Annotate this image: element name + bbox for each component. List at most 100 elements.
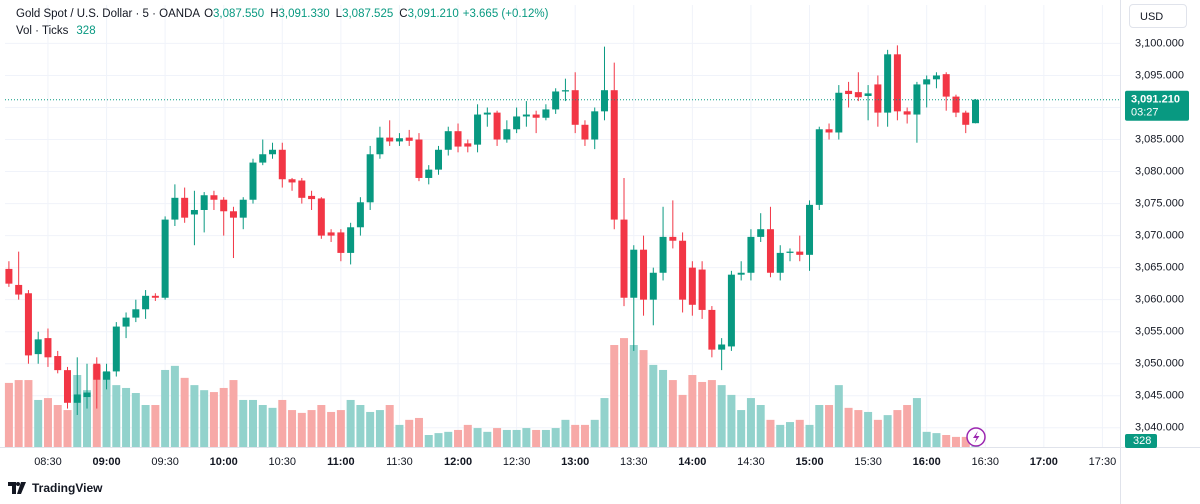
candle-body (688, 267, 696, 305)
candle-body (415, 139, 423, 178)
candle-body (259, 154, 267, 163)
volume-bar (248, 399, 257, 447)
candle-body (620, 219, 628, 298)
volume-bar (620, 338, 629, 447)
candle-body (425, 169, 433, 178)
volume-bar (844, 407, 853, 447)
candle-body (435, 149, 443, 170)
volume-bar (825, 405, 834, 447)
volume-bar (307, 410, 316, 447)
candle-body (190, 209, 198, 215)
volume-bar (239, 399, 248, 447)
volume-bar (424, 435, 433, 447)
candle-body (298, 180, 306, 198)
volume-bar (864, 411, 873, 447)
candle-body (34, 339, 42, 355)
ohlc-key: O (204, 8, 214, 20)
candle-body (747, 236, 755, 273)
volume-bar (112, 385, 121, 447)
volume-bar (610, 345, 619, 447)
candle-body (796, 251, 804, 255)
volume-bar (473, 428, 482, 447)
candle-body (269, 149, 277, 155)
volume-bar (356, 405, 365, 447)
volume-bar (151, 405, 160, 447)
candle-body (561, 90, 569, 92)
candle-body (15, 284, 23, 295)
candle-body (786, 251, 794, 253)
candle-body (83, 392, 91, 398)
volume-bar (600, 398, 609, 447)
candle-body (737, 272, 745, 275)
candle-body (591, 111, 599, 140)
x-tick-label: 11:00 (327, 456, 355, 468)
volume-bar (522, 428, 531, 447)
candle-body (5, 268, 13, 284)
x-tick-label: 12:00 (444, 456, 472, 468)
x-tick-label: 17:30 (1089, 456, 1117, 468)
volume-bar (942, 435, 951, 447)
volume-bar (258, 405, 267, 447)
candle-body (54, 356, 62, 371)
candle-body (93, 363, 101, 380)
volume-bar (580, 424, 589, 447)
volume-bar (893, 410, 902, 447)
volume-bar (493, 428, 502, 447)
volume-bar (815, 405, 824, 447)
volume-bar (854, 410, 863, 447)
volume-bar (395, 424, 404, 447)
candle-body (522, 114, 530, 117)
volume-bar (668, 380, 677, 447)
currency-button[interactable]: USD (1129, 4, 1187, 28)
volume-bar (268, 407, 277, 447)
candle-body (727, 274, 735, 347)
volume-bar (83, 390, 92, 447)
y-tick-label: 3,085.000 (1135, 133, 1184, 145)
candle-body (229, 211, 237, 218)
candle-body (493, 112, 501, 140)
volume-bar (336, 410, 345, 447)
candle-body (474, 114, 482, 145)
volume-title: Vol · Ticks (16, 25, 69, 37)
volume-bar (190, 385, 199, 447)
ohlc-key: L (335, 8, 343, 20)
volume-bar (571, 424, 580, 447)
candle-body (581, 124, 589, 140)
volume-bar (297, 412, 306, 447)
volume-bar (219, 387, 228, 447)
candle-body (347, 227, 355, 253)
candle-body (600, 90, 608, 112)
volume-bar (346, 399, 355, 447)
ohlc: O3,087.550 H3,091.330 L3,087.525 C3,091.210 (204, 8, 459, 20)
volume-bar (327, 411, 336, 447)
candle-body (766, 229, 774, 273)
volume-bar (883, 415, 892, 447)
candle-body (923, 79, 931, 85)
ohlc-value: 3,087.525 (342, 8, 394, 20)
ohlc-item: C3,091.210 (399, 8, 458, 20)
volume-bar (639, 350, 648, 447)
candle-body (483, 112, 491, 115)
volume-bar (678, 394, 687, 447)
volume-bar (131, 393, 140, 447)
candle-body (73, 394, 81, 403)
candle-body (513, 116, 521, 130)
candle-body (366, 154, 374, 203)
candle-body (327, 232, 335, 236)
x-tick-label: 10:00 (210, 456, 238, 468)
volume-bar (532, 429, 541, 447)
candle-body (874, 84, 882, 113)
volume-bar (502, 429, 511, 447)
candle-body (210, 195, 218, 200)
volume-bar (561, 419, 570, 447)
candle-body (640, 249, 648, 300)
brand-logo (8, 482, 26, 494)
volume-bar (922, 431, 931, 447)
volume-bar (746, 398, 755, 447)
candle-body (503, 129, 511, 140)
volume-bar (414, 417, 423, 447)
volume-bar (385, 405, 394, 447)
candle-body (893, 54, 901, 112)
ohlc-value: 3,091.210 (407, 8, 459, 20)
